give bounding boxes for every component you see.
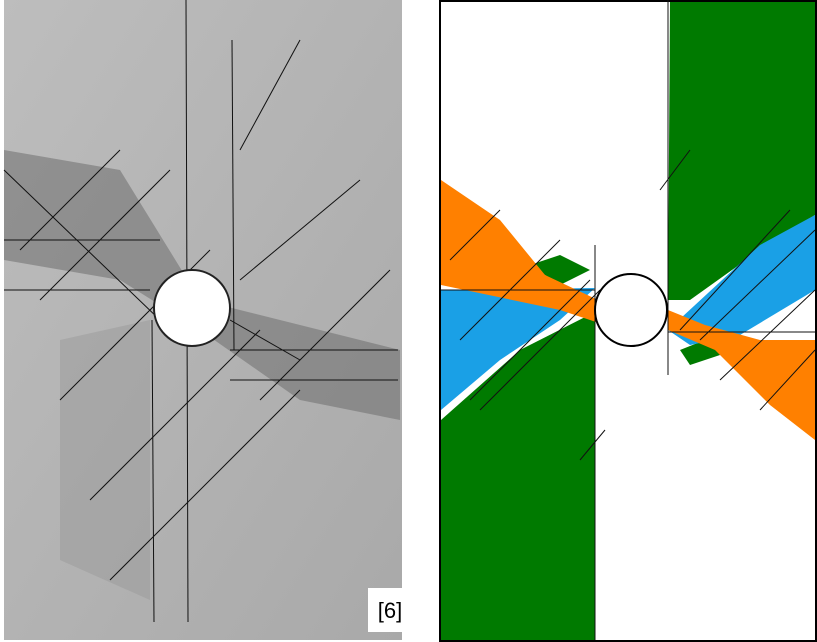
photo-panel: [6] xyxy=(4,0,412,640)
reference-label: [6] xyxy=(378,598,402,623)
simulation-panel xyxy=(440,0,816,641)
page: [6] (() => { const data = xyxy=(0,0,817,642)
figure: [6] xyxy=(0,0,817,642)
hole xyxy=(595,274,667,346)
hole xyxy=(154,270,230,346)
shadow-region xyxy=(60,320,150,600)
